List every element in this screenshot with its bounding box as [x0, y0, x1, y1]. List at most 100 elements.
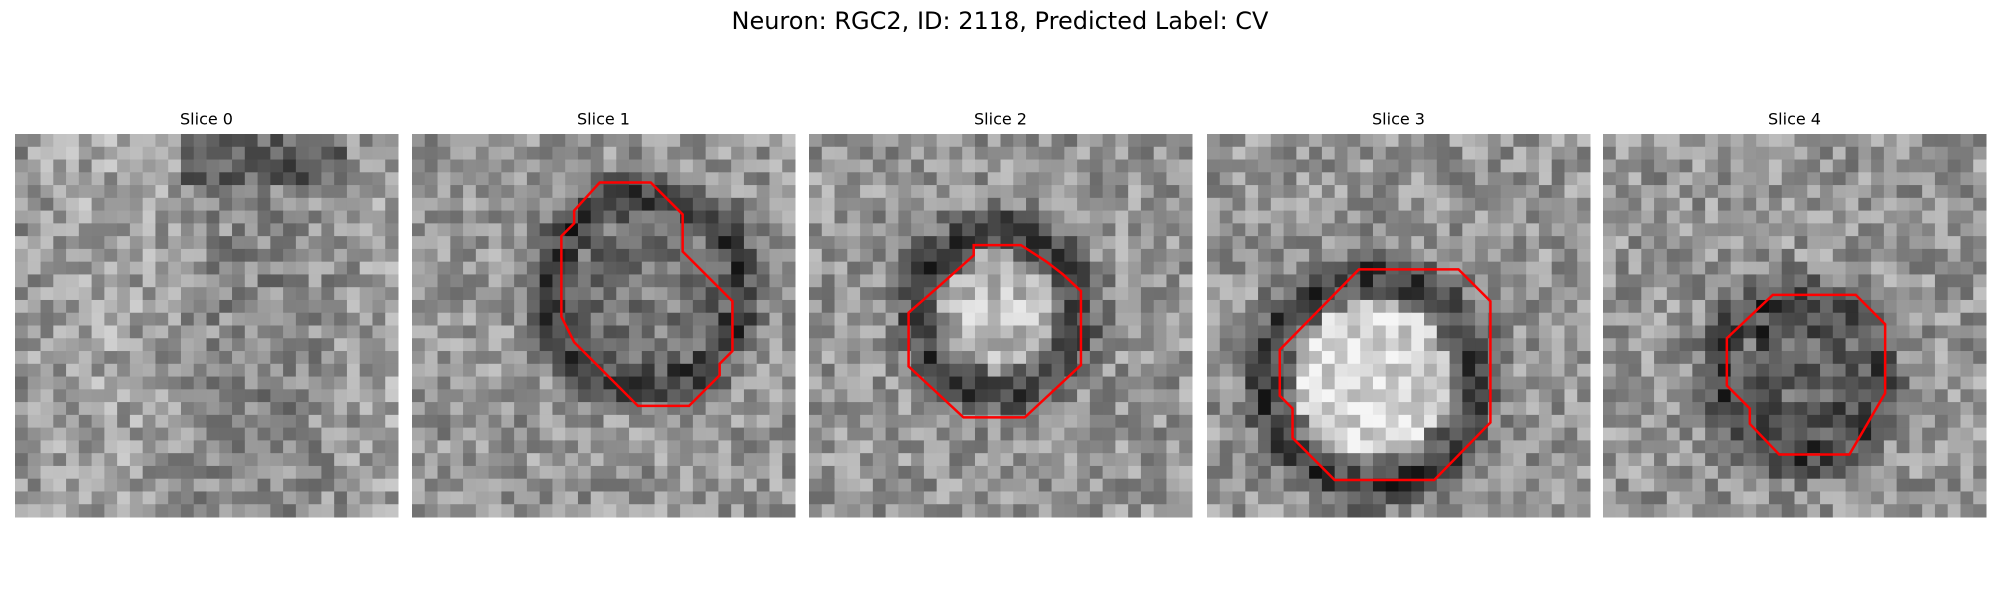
pixel	[667, 351, 681, 365]
pixel	[1102, 248, 1116, 263]
pixel	[232, 185, 246, 199]
pixel	[232, 134, 246, 148]
pixel	[539, 299, 553, 314]
pixel	[1564, 465, 1578, 480]
pixel	[885, 440, 899, 454]
pixel	[756, 491, 770, 505]
pixel	[1128, 491, 1142, 505]
pixel	[1449, 338, 1463, 352]
pixel	[168, 325, 182, 339]
pixel	[731, 287, 745, 301]
pixel	[1219, 351, 1234, 365]
pixel	[385, 478, 399, 492]
pixel	[885, 248, 899, 263]
pixel	[463, 134, 477, 148]
pixel	[667, 402, 681, 416]
pixel	[809, 478, 823, 492]
pixel	[1424, 453, 1438, 467]
pixel	[283, 248, 297, 263]
pixel	[142, 185, 156, 199]
pixel	[577, 210, 592, 224]
pixel	[718, 402, 732, 416]
pixel	[705, 261, 719, 275]
pixel	[1896, 299, 1910, 314]
pixel	[155, 389, 169, 403]
pixel	[424, 376, 439, 390]
pixel	[936, 287, 950, 301]
pixel	[809, 338, 823, 352]
pixel	[372, 427, 386, 441]
pixel	[680, 504, 694, 518]
pixel	[539, 236, 553, 250]
pixel	[1077, 440, 1091, 454]
pixel	[180, 504, 195, 518]
pixel	[1360, 325, 1374, 339]
pixel	[1179, 427, 1193, 441]
pixel	[1794, 146, 1808, 161]
pixel	[244, 376, 259, 390]
pixel	[1115, 236, 1129, 250]
pixel	[705, 159, 719, 173]
pixel	[756, 376, 770, 390]
pixel	[705, 325, 719, 339]
pixel	[1153, 351, 1167, 365]
pixel	[244, 223, 259, 237]
pixel	[782, 312, 796, 326]
pixel	[692, 223, 707, 237]
pixel	[1398, 491, 1412, 505]
pixel	[475, 159, 490, 173]
pixel	[936, 159, 950, 173]
pixel	[346, 134, 361, 148]
pixel	[1768, 465, 1783, 480]
pixel	[1513, 427, 1527, 441]
pixel	[1219, 453, 1234, 467]
pixel	[1258, 363, 1272, 378]
pixel	[1551, 440, 1565, 454]
pixel	[1166, 299, 1180, 314]
pixel	[1615, 363, 1630, 378]
pixel	[1385, 338, 1399, 352]
pixel	[488, 325, 502, 339]
pixel	[1768, 427, 1783, 441]
pixel	[1013, 223, 1027, 237]
pixel	[1013, 491, 1027, 505]
pixel	[1832, 440, 1847, 454]
pixel	[359, 236, 373, 250]
pixel	[1934, 210, 1949, 224]
pixel	[1717, 414, 1732, 429]
pixel	[488, 491, 502, 505]
pixel	[232, 312, 246, 326]
pixel	[78, 146, 93, 161]
pixel	[552, 491, 566, 505]
pixel	[1232, 248, 1246, 263]
pixel	[1128, 440, 1142, 454]
pixel	[1564, 236, 1578, 250]
pixel	[1666, 172, 1681, 186]
pixel	[1283, 478, 1297, 492]
pixel	[1000, 504, 1014, 518]
pixel	[1102, 440, 1116, 454]
pixel	[821, 453, 836, 467]
pixel	[1960, 363, 1974, 378]
pixel	[488, 223, 502, 237]
pixel	[424, 146, 439, 161]
pixel	[1705, 159, 1719, 173]
pixel	[295, 299, 310, 314]
pixel	[1115, 338, 1129, 352]
pixel	[1219, 159, 1234, 173]
pixel	[219, 478, 233, 492]
pixel	[1270, 351, 1285, 365]
pixel	[1424, 325, 1438, 339]
pixel	[667, 338, 681, 352]
pixel	[1089, 146, 1104, 161]
pixel	[206, 210, 220, 224]
pixel	[117, 146, 131, 161]
pixel	[1115, 427, 1129, 441]
pixel	[244, 338, 259, 352]
pixel	[1334, 453, 1348, 467]
pixel	[962, 325, 976, 339]
pixel	[1487, 440, 1502, 454]
pixel	[180, 440, 195, 454]
pixel	[1654, 248, 1668, 263]
pixel	[488, 248, 502, 263]
